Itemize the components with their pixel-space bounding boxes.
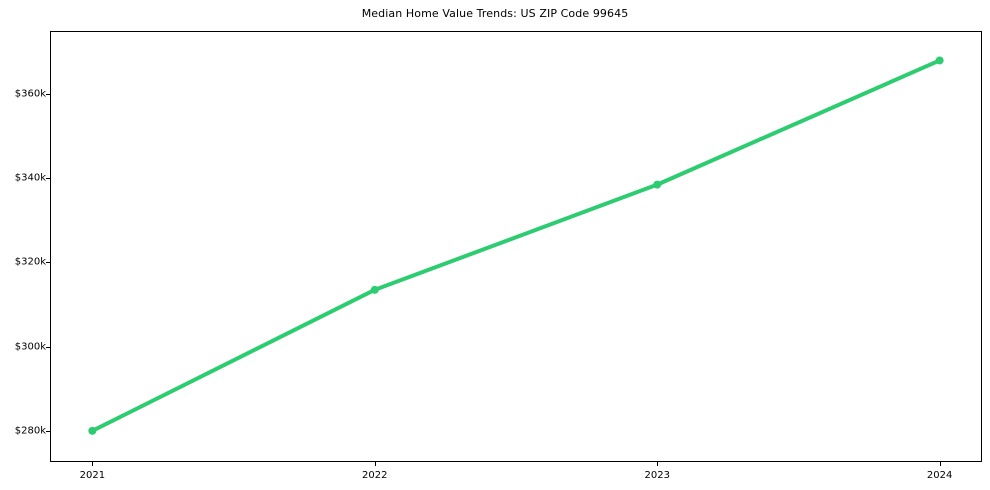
y-axis-tick-mark [46,94,50,96]
y-axis-tick-label: $300k [14,341,46,353]
x-axis-tick-mark [374,462,376,466]
x-axis-tick-mark [657,462,659,466]
x-axis-tick-label: 2023 [644,470,670,481]
y-axis-tick-mark [46,430,50,432]
x-axis-tick-label: 2021 [79,470,106,481]
y-axis-tick-mark [46,178,50,180]
x-axis-tick-mark [92,462,94,466]
y-axis-tick-label: $320k [14,256,46,268]
x-axis-tick-label: 2024 [926,470,953,481]
y-axis-tick-mark [46,346,50,348]
x-axis-tick-mark [939,462,941,466]
y-axis-tick-label: $360k [14,88,46,100]
y-axis-tick-mark [46,262,50,264]
y-axis-tick-label: $340k [14,172,46,184]
chart-title: Median Home Value Trends: US ZIP Code 99… [361,7,629,20]
y-axis-tick-label: $280k [14,425,46,437]
x-axis-tick-label: 2022 [362,470,388,481]
